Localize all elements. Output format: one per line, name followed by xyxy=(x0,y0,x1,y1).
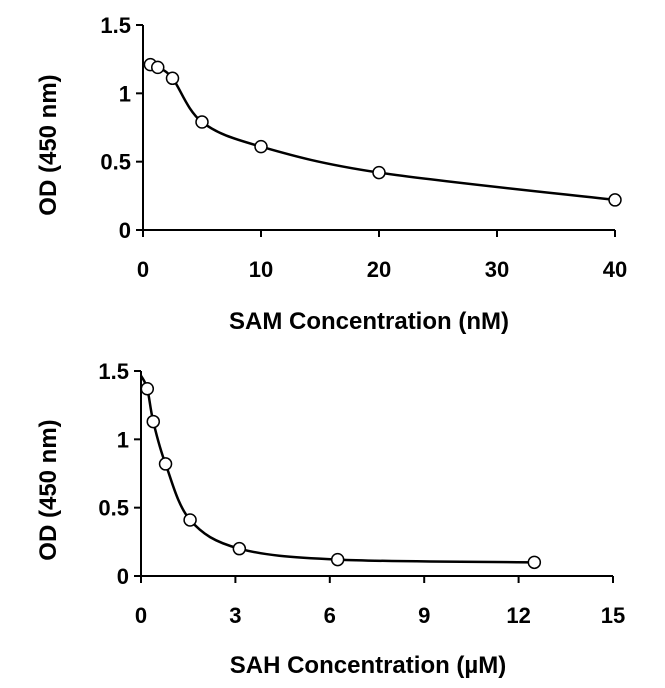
sam-x-tick-label: 30 xyxy=(485,257,509,282)
sah-data-point xyxy=(183,513,197,527)
sam-x-tick-label: 40 xyxy=(603,257,627,282)
sah-x-tick-label: 9 xyxy=(418,603,430,628)
sah-x-tick-label: 15 xyxy=(601,603,625,628)
sam-data-point xyxy=(372,165,386,180)
sah-data-point xyxy=(527,555,542,570)
sam-x-tick-label: 20 xyxy=(367,257,391,282)
sam-fit-curve xyxy=(142,62,616,202)
sah-x-tick-label: 12 xyxy=(506,603,530,628)
sah-x-tick-label: 3 xyxy=(229,603,241,628)
sah-y-tick-label: 0.5 xyxy=(98,496,129,521)
sam-y-tick-label: 0 xyxy=(119,218,131,243)
sah-x-ticks: 0 3 6 9 12 15 xyxy=(135,576,625,628)
sam-data-point xyxy=(195,115,209,129)
sam-y-tick-label: 1.5 xyxy=(100,13,131,38)
sah-data-point xyxy=(140,382,155,396)
sam-y-tick-label: 1 xyxy=(119,81,131,106)
sam-x-axis-title: SAM Concentration (nM) xyxy=(229,308,509,335)
sah-y-axis-title: OD (450 nm) xyxy=(35,419,62,560)
chart-sah: 0 0.5 1 1.5 0 3 6 9 12 15 SAH Concentration (µM)… xyxy=(35,359,625,679)
chart-sam: 0 0.5 1 1.5 0 10 20 30 40 SAM Concentration (nM… xyxy=(35,13,627,335)
sah-data-point xyxy=(232,541,247,556)
sah-y-tick-label: 1.5 xyxy=(98,359,129,384)
sam-data-point xyxy=(608,193,622,207)
sam-data-point xyxy=(151,60,165,75)
sam-y-axis-title: OD (450 nm) xyxy=(35,74,62,215)
sam-x-ticks: 0 10 20 30 40 xyxy=(137,230,627,282)
sah-y-ticks: 0 0.5 1 1.5 xyxy=(98,359,141,589)
sam-x-tick-label: 0 xyxy=(137,257,149,282)
sah-x-tick-label: 6 xyxy=(324,603,336,628)
sah-data-point xyxy=(330,552,345,567)
sah-x-axis-title: SAH Concentration (µM) xyxy=(230,652,506,679)
sah-fit-curve xyxy=(139,375,535,564)
sam-y-ticks: 0 0.5 1 1.5 xyxy=(100,13,143,243)
sam-data-points xyxy=(143,57,622,207)
sam-data-point xyxy=(254,139,268,154)
sah-x-tick-label: 0 xyxy=(135,603,147,628)
sam-x-tick-label: 10 xyxy=(249,257,273,282)
sah-data-points xyxy=(140,382,542,570)
sah-y-tick-label: 0 xyxy=(117,564,129,589)
sah-y-tick-label: 1 xyxy=(117,427,129,452)
sam-data-point xyxy=(165,71,180,86)
sam-y-tick-label: 0.5 xyxy=(100,150,131,175)
sah-data-point xyxy=(146,414,161,429)
sah-data-point xyxy=(158,457,173,471)
